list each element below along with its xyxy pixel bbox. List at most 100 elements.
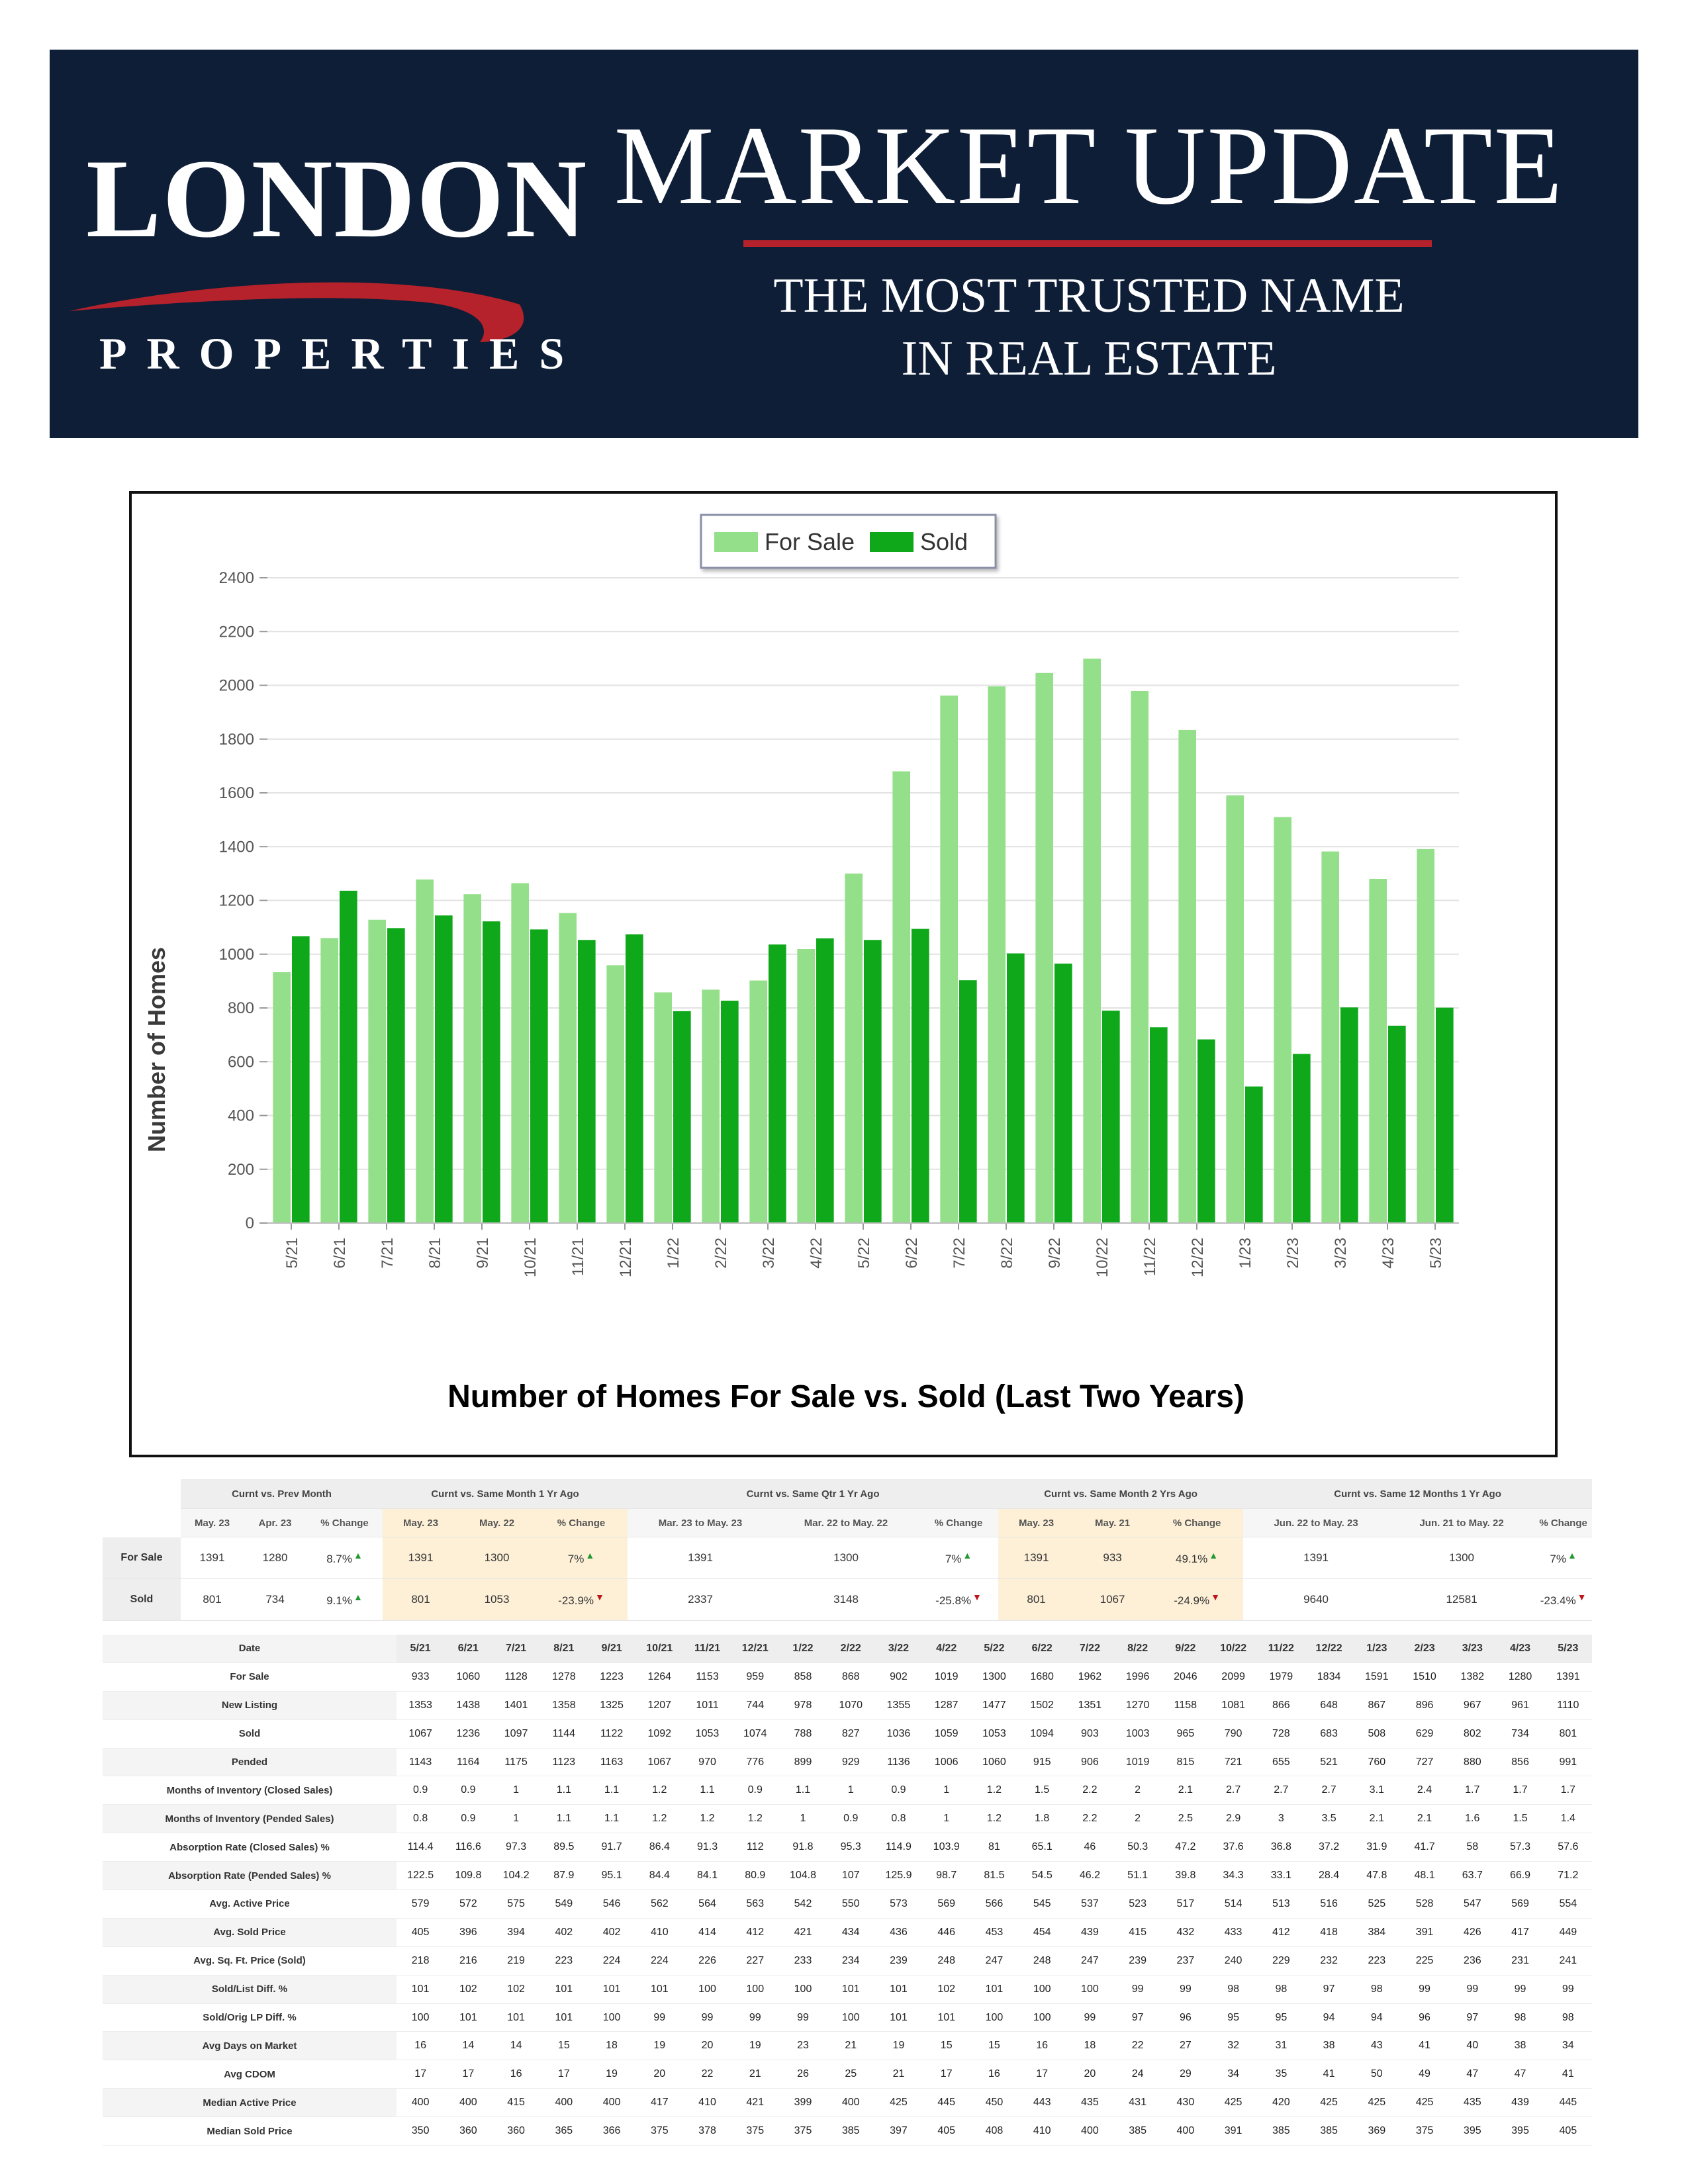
table-cell: 369 <box>1352 2116 1401 2146</box>
table-cell: 421 <box>731 2088 779 2118</box>
table-cell: 2099 <box>1209 1662 1258 1692</box>
table-cell: 417 <box>1496 1918 1544 1947</box>
table-cell: 16 <box>397 2031 445 2061</box>
stats-row: Sold/Orig LP Diff. % 100 101 101 101 100 99 99 9… <box>103 2003 1592 2032</box>
table-cell: 49 <box>1400 2060 1449 2089</box>
stats-row: Pended 1143 1164 1175 1123 1163 1067 970 776 899 9… <box>103 1748 1592 1777</box>
table-cell: 2.1 <box>1352 1804 1401 1834</box>
stats-row: Avg. Active Price 579 572 575 549 546 562 564 56… <box>103 1889 1592 1919</box>
comparison-summary-table: Curnt vs. Prev Month Curnt vs. Same Mont… <box>103 1479 1593 1621</box>
table-cell: 400 <box>587 2088 636 2118</box>
table-cell: 234 <box>827 1946 875 1976</box>
table-cell: 435 <box>1066 2088 1114 2118</box>
table-cell: 19 <box>635 2031 684 2061</box>
column-header: May. 23 <box>998 1508 1075 1537</box>
table-cell: 1053 <box>459 1578 536 1621</box>
y-tick-label: 1000 <box>219 946 254 964</box>
x-tick-label: 7/22 <box>951 1238 968 1269</box>
table-cell: 385 <box>1257 2116 1305 2146</box>
table-cell: 562 <box>635 1889 684 1919</box>
bar-for-sale <box>1035 672 1053 1223</box>
table-cell: 1 <box>922 1804 970 1834</box>
table-cell: 2.9 <box>1209 1804 1258 1834</box>
table-cell: 122.5 <box>397 1861 445 1891</box>
date-column-header: 1/23 <box>1352 1635 1401 1663</box>
table-cell: 1070 <box>827 1691 875 1720</box>
table-cell: 1 <box>492 1776 540 1805</box>
table-cell: 81.5 <box>970 1861 1019 1891</box>
column-header: Jun. 22 to May. 23 <box>1243 1508 1389 1537</box>
table-cell: 2.5 <box>1161 1804 1209 1834</box>
y-axis-label: Number of Homes <box>143 947 170 1152</box>
table-cell: 400 <box>827 2088 875 2118</box>
table-cell: 573 <box>874 1889 923 1919</box>
table-cell: 1097 <box>492 1719 540 1749</box>
bar-sold <box>626 934 643 1223</box>
y-tick-label: 1200 <box>219 892 254 910</box>
table-cell-change: -24.9% ▼ <box>1150 1578 1244 1621</box>
table-cell: 564 <box>683 1889 731 1919</box>
table-cell: 400 <box>397 2088 445 2118</box>
table-cell: 226 <box>683 1946 731 1976</box>
y-tick-label: 1800 <box>219 731 254 749</box>
x-tick-label: 11/21 <box>569 1238 587 1276</box>
x-tick-label: 12/21 <box>617 1238 635 1277</box>
table-cell: 99 <box>1448 1975 1497 2004</box>
table-cell: 728 <box>1257 1719 1305 1749</box>
table-cell: 37.2 <box>1305 1833 1353 1862</box>
table-cell: 1175 <box>492 1748 540 1777</box>
bar-for-sale <box>273 972 291 1223</box>
bar-for-sale <box>845 873 863 1223</box>
bar-for-sale <box>1417 848 1434 1223</box>
bar-sold <box>530 929 548 1223</box>
date-column-header: 7/21 <box>492 1635 540 1663</box>
table-cell: 365 <box>539 2116 588 2146</box>
table-cell: 1.4 <box>1544 1804 1592 1834</box>
table-cell: 648 <box>1305 1691 1353 1720</box>
table-cell: 65.1 <box>1018 1833 1066 1862</box>
table-cell: 439 <box>1066 1918 1114 1947</box>
table-cell: 554 <box>1544 1889 1592 1919</box>
bar-sold <box>292 936 310 1223</box>
trend-up-icon: ▲ <box>962 1550 972 1561</box>
table-cell: 1.2 <box>635 1804 684 1834</box>
group-header-same-qtr-1yr: Curnt vs. Same Qtr 1 Yr Ago <box>628 1479 999 1509</box>
table-cell: 394 <box>492 1918 540 1947</box>
table-cell: 1391 <box>628 1537 774 1579</box>
table-cell: 57.3 <box>1496 1833 1544 1862</box>
table-cell-change: 7% ▲ <box>1534 1537 1593 1579</box>
table-cell: 20 <box>1066 2060 1114 2089</box>
table-cell: 550 <box>827 1889 875 1919</box>
table-cell-change: -25.8% ▼ <box>919 1578 999 1621</box>
table-cell: 101 <box>874 1975 923 2004</box>
table-cell-change: -23.4% ▼ <box>1534 1578 1593 1621</box>
table-cell: 15 <box>539 2031 588 2061</box>
trend-up-icon: ▲ <box>353 1592 363 1602</box>
table-cell: 102 <box>444 1975 492 2004</box>
table-cell: 57.6 <box>1544 1833 1592 1862</box>
table-cell: 1355 <box>874 1691 923 1720</box>
table-cell: 1270 <box>1113 1691 1162 1720</box>
table-cell: 0.9 <box>444 1776 492 1805</box>
stats-row: Median Active Price 400 400 415 400 400 417 410… <box>103 2088 1592 2118</box>
date-column-header: 5/21 <box>397 1635 445 1663</box>
table-cell: 902 <box>874 1662 923 1692</box>
table-cell: 0.9 <box>397 1776 445 1805</box>
y-tick-label: 2400 <box>219 569 254 587</box>
table-cell: 232 <box>1305 1946 1353 1976</box>
page-title: MARKET UPDATE <box>614 103 1564 228</box>
change-value: 7% <box>1550 1553 1566 1565</box>
bar-for-sale <box>988 686 1006 1223</box>
table-cell: 99 <box>635 2003 684 2032</box>
table-cell: 1006 <box>922 1748 970 1777</box>
y-tick-label: 800 <box>228 999 254 1017</box>
table-cell: 99 <box>731 2003 779 2032</box>
table-cell: 915 <box>1018 1748 1066 1777</box>
bar-sold <box>578 940 596 1223</box>
y-tick-label: 0 <box>246 1214 254 1232</box>
date-column-header: 10/22 <box>1209 1635 1258 1663</box>
table-cell: 101 <box>539 1975 588 2004</box>
table-cell: 569 <box>1496 1889 1544 1919</box>
table-cell: 801 <box>383 1578 459 1621</box>
table-cell: 961 <box>1496 1691 1544 1720</box>
